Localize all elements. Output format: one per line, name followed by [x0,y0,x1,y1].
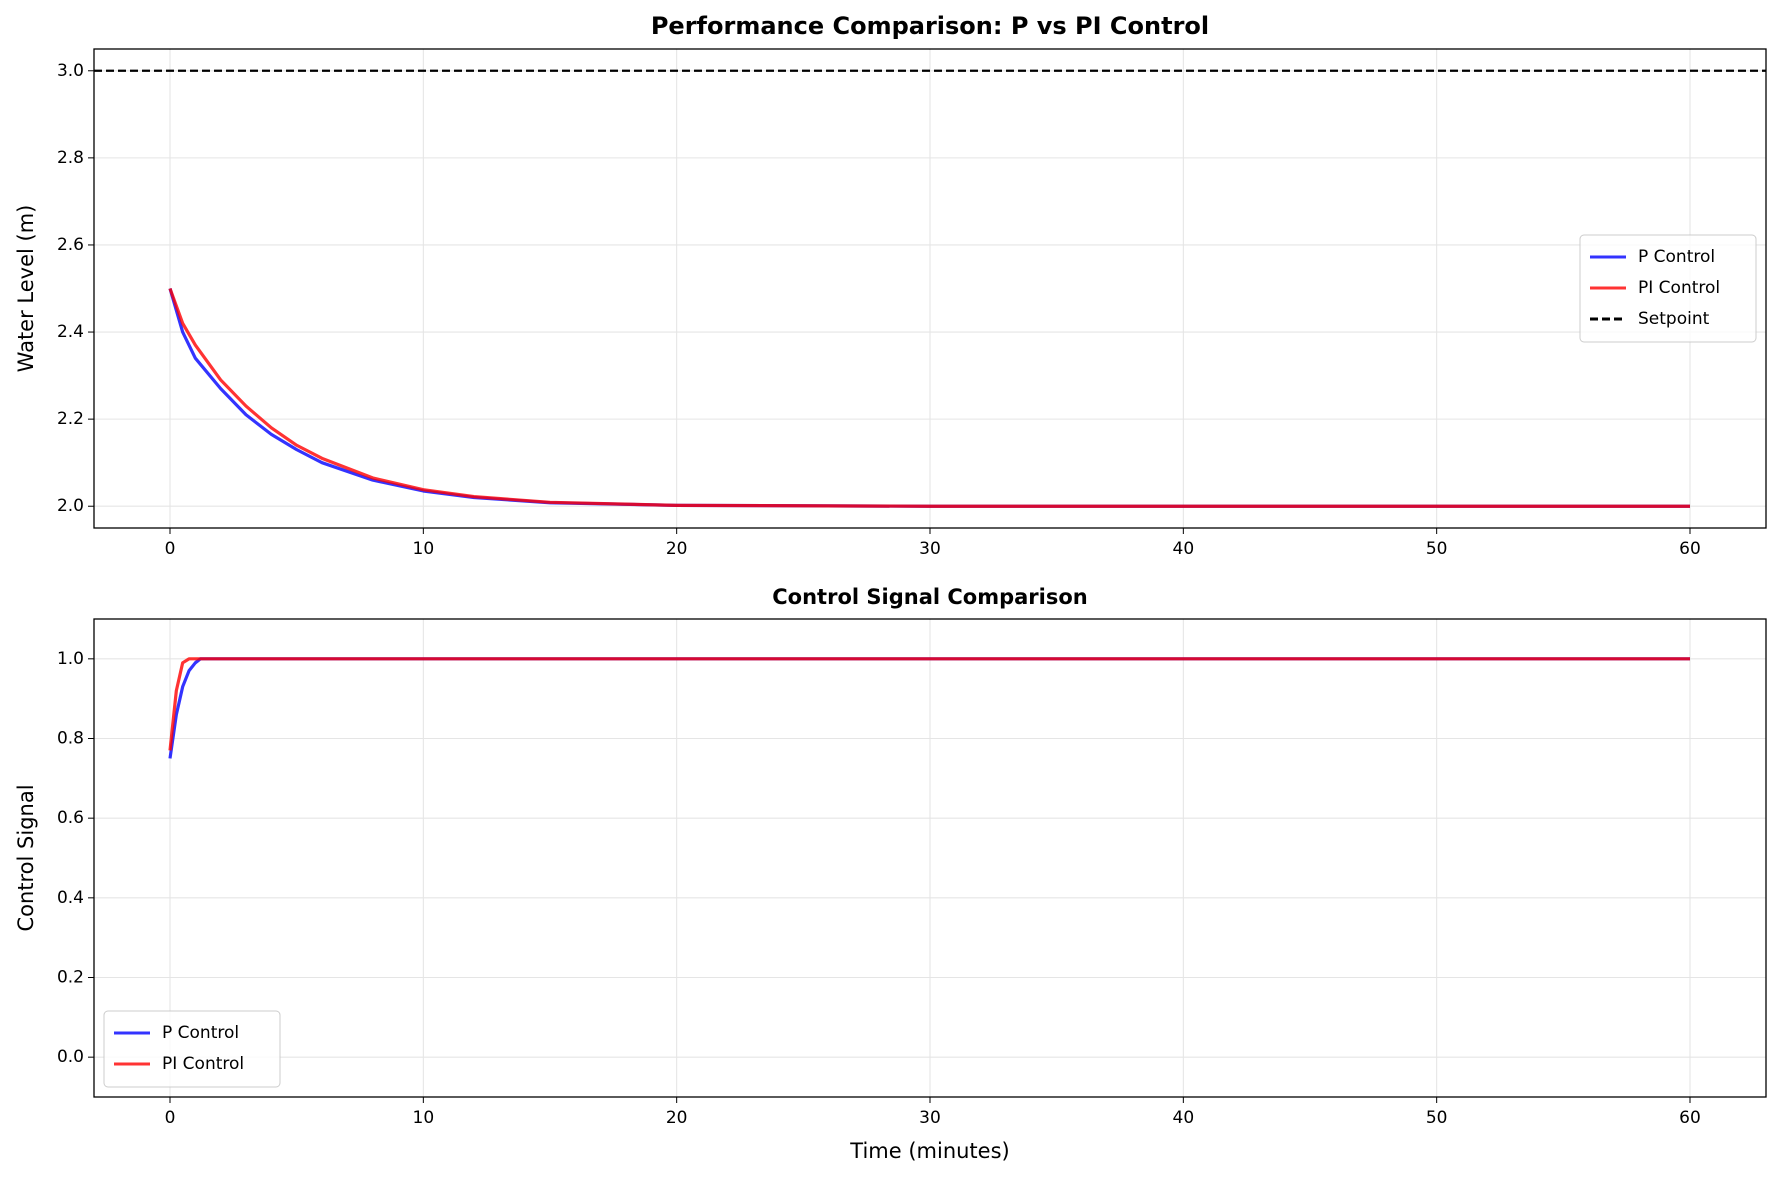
chart-title: Control Signal Comparison [772,585,1087,609]
legend-box [103,1010,281,1088]
y-axis-label: Control Signal [14,784,38,931]
y-tick-label: 2.2 [57,409,84,429]
x-tick-label: 60 [1679,539,1701,559]
series-line [168,287,1690,508]
legend-box [1579,234,1757,343]
x-tick-label: 50 [1426,539,1448,559]
y-tick-label: 0.8 [57,729,84,749]
x-tick-label: 40 [1173,1108,1195,1128]
x-tick-label: 50 [1426,1108,1448,1128]
series-line [168,657,1690,751]
y-axis-label: Water Level (m) [14,205,38,373]
y-tick-label: 2.0 [57,496,84,516]
legend: P Control PI Control [103,1010,281,1088]
x-tick-label: 0 [165,1108,176,1128]
x-tick-label: 30 [919,539,941,559]
y-tick-label: 0.2 [57,968,84,988]
legend-label: P Control [162,1023,239,1043]
legend-label: PI Control [162,1054,244,1074]
x-tick-label: 30 [919,1108,941,1128]
y-tick-label: 2.6 [57,235,84,255]
y-tick-label: 0.4 [57,888,84,908]
x-tick-label: 10 [413,539,435,559]
x-tick-label: 60 [1679,1108,1701,1128]
axes-frame [93,618,1767,1098]
y-tick-label: 2.4 [57,322,84,342]
chart-title: Performance Comparison: P vs PI Control [651,12,1209,40]
y-tick-label: 0.0 [57,1047,84,1067]
y-tick-label: 3.0 [57,61,84,81]
axes-frame [93,48,1767,529]
x-tick-label: 10 [413,1108,435,1128]
y-tick-label: 1.0 [57,649,84,669]
legend: P Control PI Control Setpoint [1579,234,1757,343]
x-tick-label: 20 [666,539,688,559]
x-tick-label: 0 [165,539,176,559]
x-axis-label: Time (minutes) [849,1139,1009,1163]
x-tick-label: 40 [1173,539,1195,559]
y-tick-label: 0.6 [57,808,84,828]
legend-label: PI Control [1638,278,1720,298]
x-tick-label: 20 [666,1108,688,1128]
legend-label: P Control [1638,247,1715,267]
legend-label: Setpoint [1638,309,1710,329]
y-tick-label: 2.8 [57,148,84,168]
